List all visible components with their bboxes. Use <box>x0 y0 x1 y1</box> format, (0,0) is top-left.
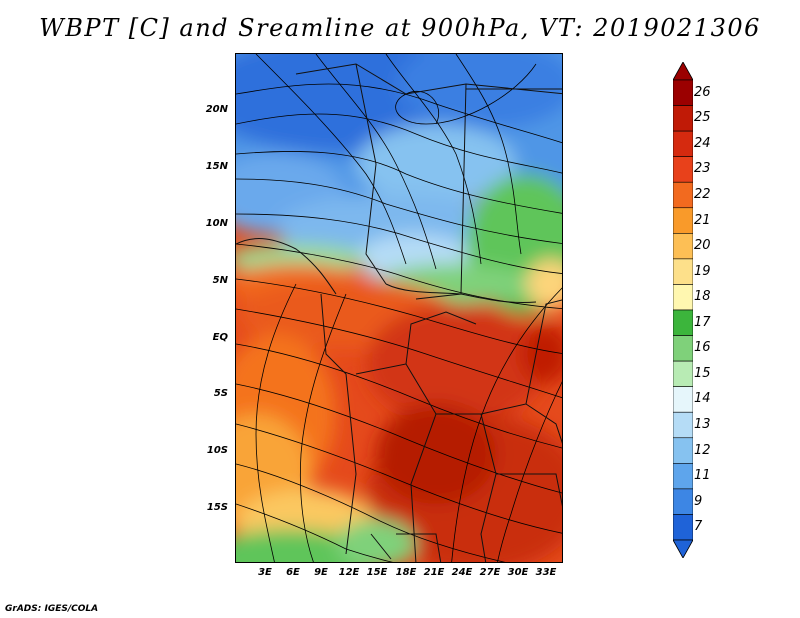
lon-tick-label: 21E <box>423 567 445 578</box>
colorbar-level-label: 12 <box>694 442 711 458</box>
political-boundaries <box>236 63 562 562</box>
lon-tick-label: 33E <box>535 567 557 578</box>
colorbar-level-label: 22 <box>694 187 711 202</box>
lat-tick-label: 5N <box>212 275 228 286</box>
lat-tick-label: EQ <box>212 332 228 343</box>
colorbar-level-label: 23 <box>694 161 711 177</box>
colorbar-swatch <box>673 488 693 515</box>
lon-tick-label: 30E <box>507 567 529 578</box>
colorbar-level-label: 21 <box>694 212 711 228</box>
lon-tick-label: 18E <box>395 567 417 578</box>
lon-tick-label: 9E <box>314 567 328 578</box>
wbpt-field-map <box>236 54 562 562</box>
colorbar-swatch <box>673 233 693 260</box>
lon-tick-label: 6E <box>286 567 300 578</box>
lon-tick-label: 27E <box>479 567 501 578</box>
lon-tick-label: 3E <box>258 567 272 578</box>
colorbar-level-label: 24 <box>694 135 711 151</box>
colorbar-swatch <box>673 437 693 464</box>
lat-tick-label: 15S <box>206 502 228 513</box>
colorbar-level-label: 9 <box>694 493 703 509</box>
lat-tick-label: 20N <box>205 104 228 115</box>
lat-tick-label: 10N <box>205 218 228 229</box>
colorbar-swatch <box>673 386 693 413</box>
colorbar-swatch <box>673 130 693 157</box>
map-plot-area <box>235 53 563 563</box>
colorbar-swatch <box>673 360 693 387</box>
colorbar-swatch <box>673 463 693 490</box>
colorbar-swatch <box>673 411 693 439</box>
colorbar-swatch <box>673 258 693 285</box>
colorbar-level-label: 18 <box>694 289 711 305</box>
colorbar-level-label: 13 <box>694 417 711 432</box>
lon-tick-label: 12E <box>338 567 360 578</box>
streamlines <box>236 54 562 562</box>
colorbar-level-label: 11 <box>694 468 711 484</box>
colorbar-min-arrow <box>673 539 693 558</box>
map-title: WBPT [C] and Sreamline at 900hPa, VT: 20… <box>39 14 761 42</box>
colorbar-level-label: 26 <box>694 84 711 100</box>
colorbar-level-label: 14 <box>694 391 711 407</box>
lat-tick-label: 15N <box>205 161 228 172</box>
colorbar-swatch <box>673 79 693 106</box>
colorbar-swatch <box>673 514 693 541</box>
colorbar <box>673 62 693 558</box>
colorbar-swatch <box>673 156 693 183</box>
colorbar-level-label: 7 <box>694 519 703 535</box>
colorbar-swatch <box>673 309 693 336</box>
colorbar-level-label: 20 <box>694 238 711 254</box>
colorbar-swatch <box>673 335 693 362</box>
colorbar-max-arrow <box>673 62 693 81</box>
lon-tick-label: 24E <box>451 567 473 578</box>
colorbar-swatch <box>673 105 693 132</box>
colorbar-swatch <box>673 181 693 209</box>
colorbar-level-label: 25 <box>694 110 711 126</box>
colorbar-swatch <box>673 284 693 311</box>
colorbar-level-label: 15 <box>694 365 711 381</box>
wbpt-color-field <box>236 54 562 562</box>
colorbar-swatch <box>673 207 693 234</box>
colorbar-level-label: 19 <box>694 263 711 279</box>
colorbar-level-label: 17 <box>694 314 711 330</box>
grads-credit: GrADS: IGES/COLA <box>5 604 99 614</box>
lat-tick-label: 5S <box>213 388 228 399</box>
colorbar-level-label: 16 <box>694 340 711 356</box>
lat-tick-label: 10S <box>206 445 228 456</box>
lon-tick-label: 15E <box>366 567 388 578</box>
